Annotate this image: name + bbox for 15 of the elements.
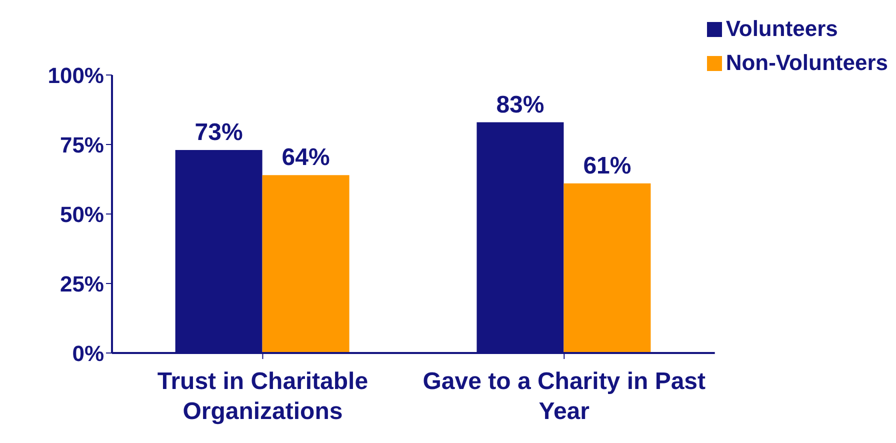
data-label: 64% [282,144,330,172]
bar [262,175,350,353]
x-tick-label: Trust in Charitable Organizations [157,368,368,425]
y-tick-label: 25% [60,271,104,296]
x-tick-label: Gave to a Charity in Past Year [422,368,706,425]
y-tick-label: 50% [60,202,104,227]
legend-label: Non-Volunteers [726,50,888,76]
y-tick-label: 75% [60,132,104,158]
y-tick-label: 100% [48,62,104,88]
data-label: 83% [496,91,544,118]
data-label: 73% [194,119,243,146]
bar [564,183,651,353]
legend-label: Volunteers [726,16,838,42]
y-tick-label: 0% [72,340,104,366]
data-label: 61% [583,152,632,180]
